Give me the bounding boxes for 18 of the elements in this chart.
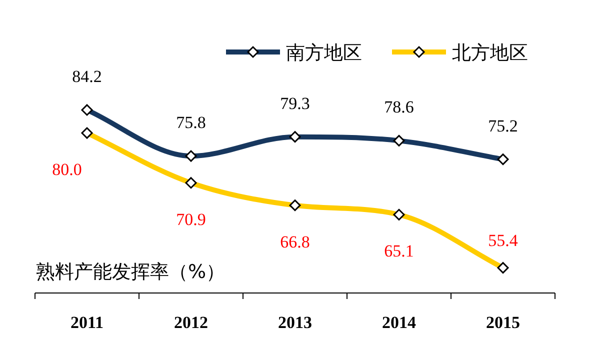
data-label: 55.4	[488, 230, 518, 250]
data-label: 78.6	[384, 98, 414, 117]
data-label: 84.2	[72, 66, 102, 86]
legend-label: 北方地区	[452, 42, 528, 64]
data-label: 65.1	[384, 242, 414, 261]
annotation: 熟料产能发挥率（%）	[36, 261, 226, 283]
legend-label: 南方地区	[286, 42, 362, 64]
x-tick-label: 2013	[278, 313, 312, 332]
data-label: 66.8	[280, 232, 310, 252]
data-label: 80.0	[52, 160, 82, 180]
x-tick-label: 2015	[486, 313, 520, 332]
x-tick-label: 2012	[174, 313, 208, 332]
x-tick-label: 2014	[382, 313, 416, 332]
data-label: 79.3	[280, 94, 310, 113]
data-label: 75.2	[488, 116, 518, 136]
data-label: 70.9	[176, 210, 206, 229]
x-tick-label: 2011	[70, 313, 104, 332]
data-label: 75.8	[176, 113, 206, 132]
